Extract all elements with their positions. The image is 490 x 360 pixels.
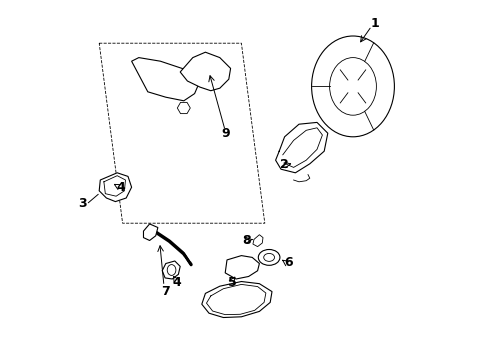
Text: 7: 7 [161,285,170,298]
Text: 4: 4 [117,181,125,194]
Text: 2: 2 [279,158,288,171]
Text: 4: 4 [172,276,181,289]
Text: 9: 9 [221,127,230,140]
Ellipse shape [264,253,274,261]
Text: 3: 3 [78,197,87,210]
Text: 1: 1 [371,17,380,30]
Polygon shape [99,173,132,202]
Text: 6: 6 [284,256,293,269]
Polygon shape [132,58,200,101]
Ellipse shape [258,249,280,265]
Polygon shape [162,261,180,279]
Text: 8: 8 [243,234,251,247]
Polygon shape [202,282,272,318]
Polygon shape [177,102,190,114]
Polygon shape [225,256,259,279]
Ellipse shape [167,265,176,275]
Polygon shape [253,235,263,247]
Polygon shape [180,52,231,91]
Text: 5: 5 [228,276,237,289]
Ellipse shape [330,58,376,115]
Polygon shape [144,224,158,240]
Ellipse shape [312,36,394,137]
